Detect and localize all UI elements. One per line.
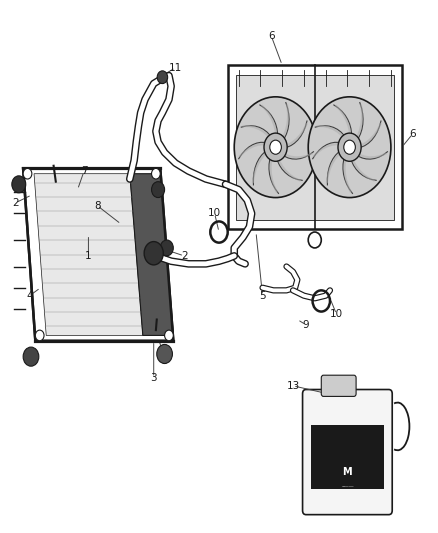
Text: 13: 13: [286, 381, 300, 391]
Text: 1: 1: [85, 251, 92, 261]
Polygon shape: [34, 174, 143, 335]
Text: 8: 8: [94, 200, 100, 211]
Circle shape: [308, 97, 391, 198]
Circle shape: [23, 168, 32, 179]
FancyBboxPatch shape: [303, 390, 392, 515]
Text: 6: 6: [268, 31, 275, 41]
Bar: [311, 425, 384, 489]
FancyBboxPatch shape: [321, 375, 356, 397]
Circle shape: [144, 241, 163, 265]
Circle shape: [344, 140, 355, 154]
Text: 4: 4: [26, 290, 33, 301]
Text: 10: 10: [330, 309, 343, 319]
Circle shape: [165, 330, 173, 341]
Polygon shape: [130, 174, 173, 335]
Circle shape: [264, 133, 287, 161]
Circle shape: [270, 140, 281, 154]
Circle shape: [12, 176, 26, 193]
Text: 2: 2: [181, 251, 187, 261]
Circle shape: [160, 240, 173, 256]
Circle shape: [152, 168, 160, 179]
Circle shape: [152, 182, 165, 198]
Text: 5: 5: [259, 290, 266, 301]
Text: 7: 7: [81, 166, 88, 176]
Circle shape: [157, 344, 173, 364]
Text: 6: 6: [410, 129, 416, 139]
Polygon shape: [228, 65, 402, 229]
Circle shape: [35, 330, 44, 341]
Text: 3: 3: [150, 373, 157, 383]
Polygon shape: [23, 168, 173, 341]
Text: M: M: [343, 467, 352, 477]
Circle shape: [157, 71, 168, 84]
Text: 9: 9: [303, 320, 309, 330]
Text: 10: 10: [208, 208, 221, 219]
Text: ─────: ─────: [341, 485, 353, 489]
Text: 2: 2: [12, 198, 19, 208]
Text: 11: 11: [169, 63, 182, 72]
Circle shape: [234, 97, 317, 198]
Polygon shape: [236, 75, 394, 220]
Circle shape: [23, 347, 39, 366]
Circle shape: [338, 133, 361, 161]
Text: 7: 7: [161, 352, 168, 361]
